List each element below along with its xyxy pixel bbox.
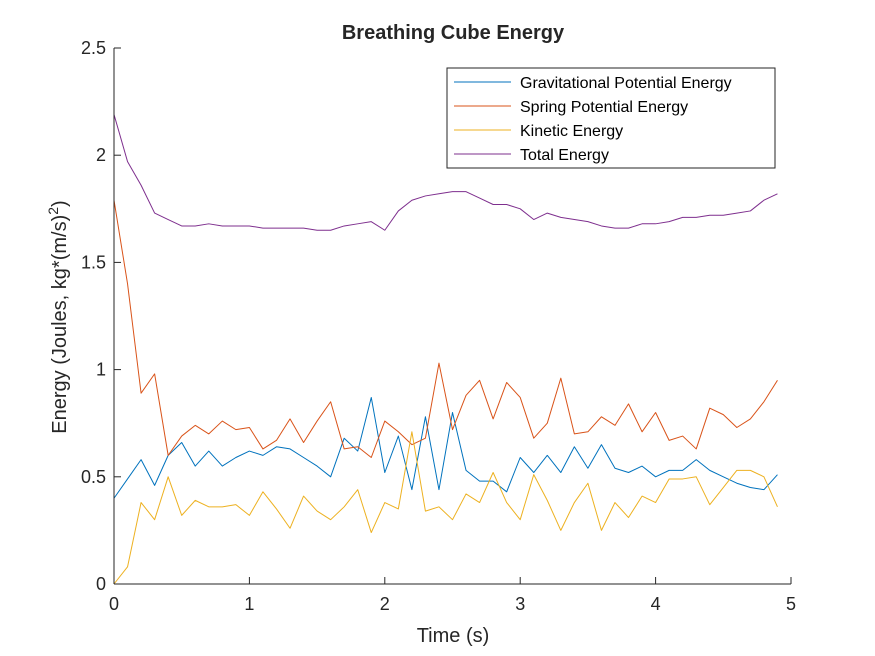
- x-tick-label: 4: [651, 594, 661, 614]
- x-tick-label: 5: [786, 594, 796, 614]
- legend: Gravitational Potential Energy Spring Pot…: [446, 67, 776, 169]
- series-line-3: [113, 114, 778, 231]
- legend-label-1: Spring Potential Energy: [520, 99, 688, 116]
- y-tick-label: 0: [96, 574, 106, 594]
- series-line-1: [113, 200, 778, 458]
- y-tick-label: 2: [96, 145, 106, 165]
- y-tick-label: 2.5: [81, 38, 106, 58]
- chart-title: Breathing Cube Energy: [342, 22, 565, 44]
- x-tick-label: 2: [380, 594, 390, 614]
- y-axis-label: Energy (Joules, kg*(m/s)2): [45, 200, 71, 433]
- x-tick-label: 3: [515, 594, 525, 614]
- x-tick-label: 1: [244, 594, 254, 614]
- plot-lines: [113, 114, 778, 585]
- series-line-2: [113, 431, 778, 585]
- y-axis-label-exponent: 2: [45, 207, 61, 215]
- y-axis-label-main: Energy (Joules, kg*(m/s): [49, 215, 71, 434]
- y-tick-label: 1.5: [81, 252, 106, 272]
- ticks: 0 1 2 3 4 5 0 0.5 1 1.5 2 2.5: [81, 38, 796, 614]
- legend-box: [446, 67, 776, 169]
- legend-label-0: Gravitational Potential Energy: [520, 75, 732, 92]
- legend-label-2: Kinetic Energy: [520, 123, 623, 140]
- series-line-0: [113, 396, 778, 499]
- y-axis-label-close: ): [49, 200, 71, 207]
- y-tick-label: 1: [96, 360, 106, 380]
- y-tick-label: 0.5: [81, 467, 106, 487]
- axes: [113, 48, 791, 585]
- x-tick-label: 0: [109, 594, 119, 614]
- legend-label-3: Total Energy: [520, 147, 609, 164]
- x-axis-label: Time (s): [417, 625, 490, 647]
